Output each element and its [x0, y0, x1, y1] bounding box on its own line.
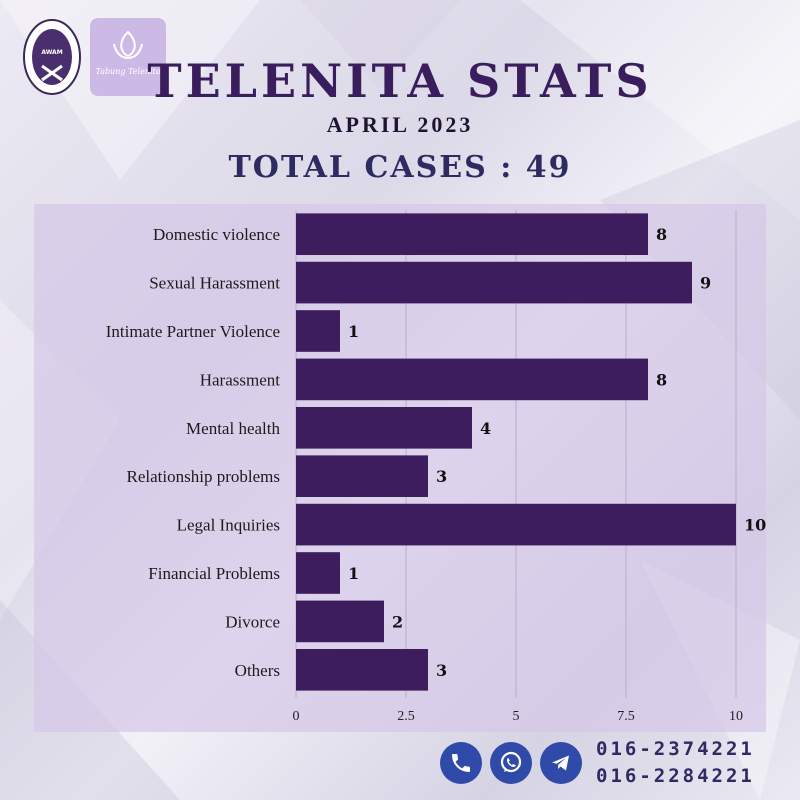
value-label-7: 1 — [348, 564, 359, 583]
awam-logo: AWAM — [23, 19, 81, 95]
phone-numbers: 016-2374221 016-2284221 — [596, 736, 755, 790]
phone-icon[interactable] — [440, 742, 482, 784]
bar-1 — [296, 261, 692, 304]
x-tick-label-2: 5 — [513, 709, 520, 724]
category-label-8: Divorce — [225, 612, 280, 631]
bar-4 — [296, 406, 472, 449]
tabung-logo-text: Tabung Telenita — [95, 67, 160, 76]
logo-group: AWAM Tabung Telenita — [22, 18, 166, 96]
value-label-5: 3 — [436, 467, 447, 486]
phone-number-1[interactable]: 016-2374221 — [596, 738, 755, 760]
awam-logo-text: AWAM — [41, 49, 62, 56]
category-label-9: Others — [235, 661, 280, 680]
contact-footer: 016-2374221 016-2284221 — [440, 736, 755, 790]
page-subtitle: APRIL 2023 — [326, 112, 474, 137]
category-label-3: Harassment — [200, 370, 281, 389]
bar-9 — [296, 648, 428, 691]
tabung-telenita-logo: Tabung Telenita — [90, 18, 166, 96]
x-tick-label-1: 2.5 — [397, 709, 415, 724]
value-label-1: 9 — [700, 274, 711, 293]
value-label-2: 1 — [348, 322, 359, 341]
category-label-6: Legal Inquiries — [177, 516, 280, 535]
category-label-4: Mental health — [186, 419, 280, 438]
page-title: TELENITA STATS — [147, 54, 653, 108]
bar-7 — [296, 552, 340, 594]
bar-3 — [296, 358, 648, 401]
phone-number-2[interactable]: 016-2284221 — [596, 765, 755, 787]
bar-5 — [296, 455, 428, 498]
category-label-0: Domestic violence — [153, 225, 280, 244]
value-label-4: 4 — [480, 419, 491, 438]
x-tick-label-0: 0 — [293, 709, 300, 724]
bar-8 — [296, 600, 384, 643]
total-cases: TOTAL CASES : 49 — [228, 150, 572, 185]
whatsapp-icon[interactable] — [490, 742, 532, 784]
x-tick-label-4: 10 — [729, 709, 743, 724]
value-label-8: 2 — [392, 612, 403, 631]
x-tick-label-3: 7.5 — [617, 709, 635, 724]
value-label-3: 8 — [656, 370, 667, 389]
telegram-icon[interactable] — [540, 742, 582, 784]
category-label-2: Intimate Partner Violence — [106, 322, 280, 341]
category-label-7: Financial Problems — [148, 564, 280, 583]
value-label-9: 3 — [436, 661, 447, 680]
value-label-6: 10 — [744, 516, 766, 535]
category-label-5: Relationship problems — [127, 467, 280, 486]
bar-6 — [296, 503, 736, 546]
bar-0 — [296, 213, 648, 256]
category-label-1: Sexual Harassment — [149, 274, 280, 293]
value-label-0: 8 — [656, 225, 667, 244]
bar-2 — [296, 310, 340, 352]
